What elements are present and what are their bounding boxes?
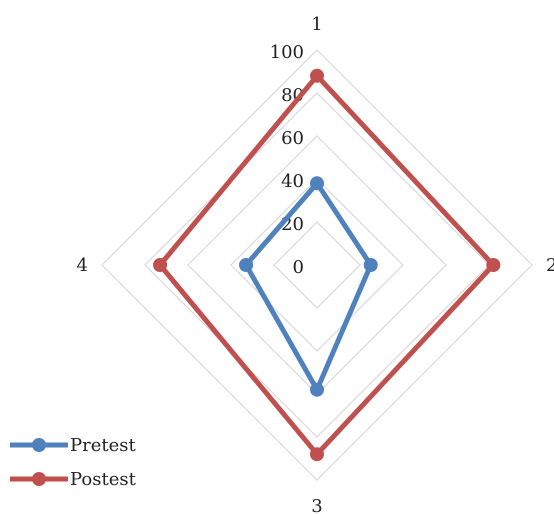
legend-item-pretest: Pretest [10,435,136,456]
series-layer [153,68,501,462]
tick-label: 40 [281,171,304,192]
legend: Pretest Postest [10,435,137,490]
tick-label: 0 [293,257,304,278]
tick-label: 60 [281,128,304,149]
data-point-postest-2 [486,258,501,272]
category-label-1: 1 [311,14,322,35]
data-point-pretest-1 [310,176,324,191]
tick-label: 100 [270,42,304,63]
data-point-postest-3 [310,447,324,462]
grid-ring-2 [230,178,404,352]
legend-label: Pretest [70,435,136,456]
grid-ring-4 [144,92,490,438]
category-labels: 1 2 3 4 [77,14,554,514]
data-point-pretest-4 [239,258,254,272]
category-label-3: 3 [311,496,322,514]
grid-ring-1 [273,221,361,309]
series-line-postest [157,73,496,457]
legend-label: Postest [70,469,137,490]
category-label-2: 2 [546,255,554,276]
data-point-postest-1 [310,68,324,83]
data-point-pretest-3 [310,382,324,397]
data-point-pretest-2 [363,258,378,272]
data-point-postest-4 [153,258,168,272]
legend-item-postest: Postest [10,469,137,490]
grid-ring-5 [101,49,533,481]
legend-swatch-marker [32,438,46,452]
category-label-4: 4 [77,255,88,276]
legend-swatch-marker [32,472,46,486]
